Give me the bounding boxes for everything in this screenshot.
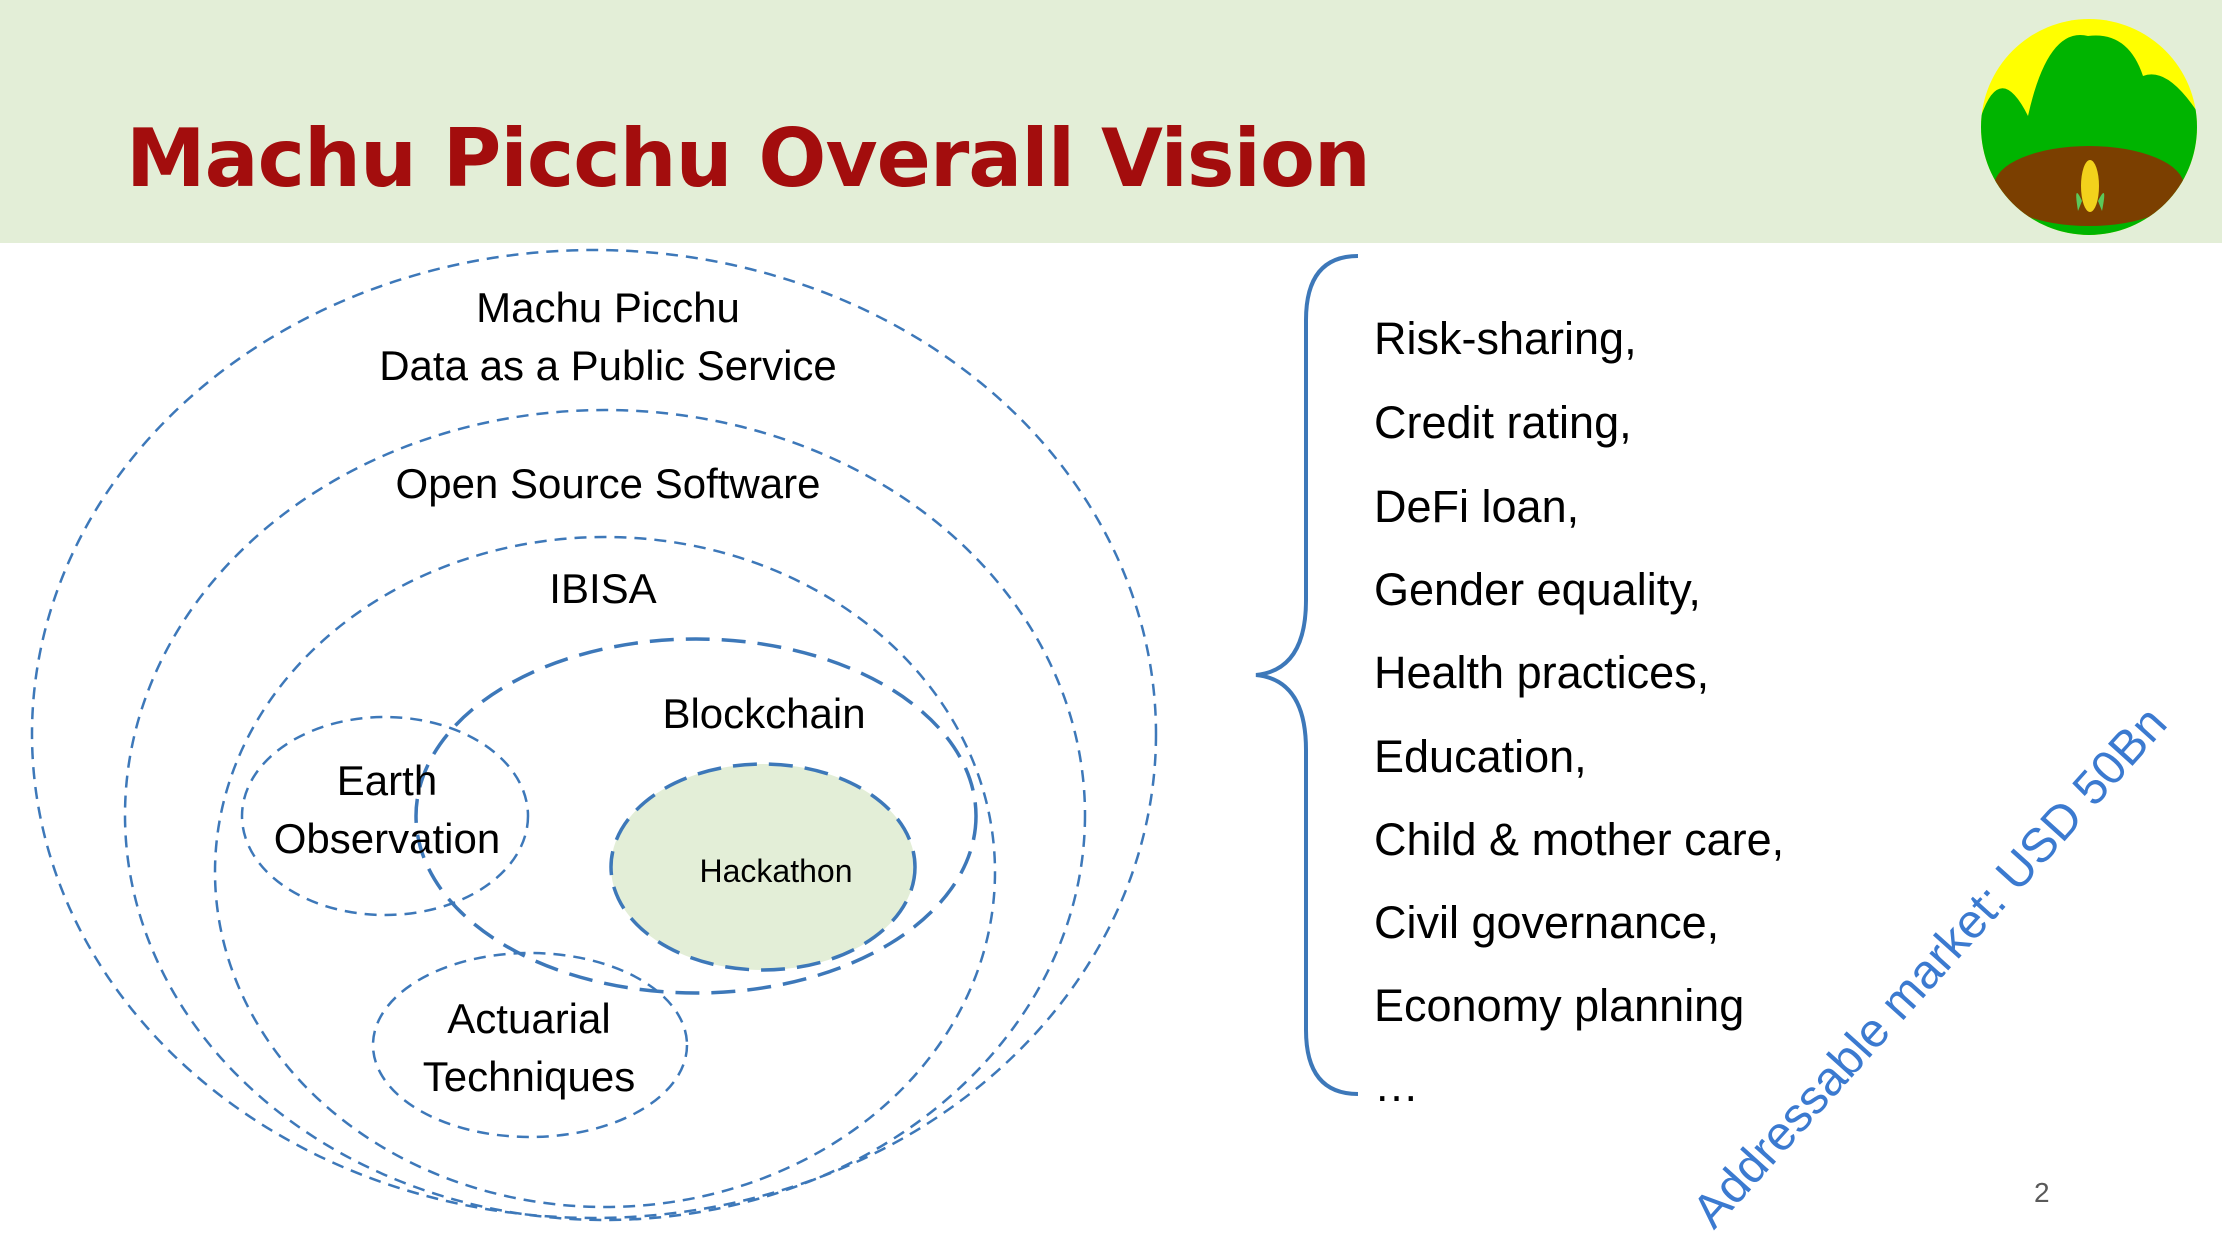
open-source-ellipse [123, 408, 1087, 1222]
outer-label-line2: Data as a Public Service [379, 342, 837, 389]
addressable-market-note: Addressable market: USD 50Bn [1682, 696, 2178, 1239]
vision-diagram: Machu Picchu Data as a Public Service Op… [30, 248, 1359, 1222]
list-item: DeFi loan, [1374, 481, 1580, 532]
earth-observation-ellipse [240, 715, 530, 917]
slide-header [0, 0, 2222, 243]
outer-label-line1: Machu Picchu [476, 284, 740, 331]
list-item: Credit rating, [1374, 397, 1632, 448]
page-number: 2 [2034, 1177, 2050, 1208]
actuarial-label-line2: Techniques [423, 1053, 635, 1100]
outer-ellipse [30, 248, 1158, 1220]
curly-brace-icon [1255, 254, 1359, 1096]
hackathon-label: Hackathon [700, 853, 853, 889]
blockchain-ellipse [414, 637, 978, 995]
list-item: Education, [1374, 731, 1587, 782]
green-hills-corn-logo-icon [1981, 19, 2197, 235]
list-item: Gender equality, [1374, 564, 1701, 615]
ibisa-ellipse [213, 535, 997, 1209]
open-source-label: Open Source Software [396, 460, 821, 507]
earth-label-line2: Observation [274, 815, 500, 862]
hackathon-ellipse [609, 762, 917, 972]
list-ellipsis: … [1374, 1060, 1419, 1111]
actuarial-label-line1: Actuarial [447, 995, 610, 1042]
list-item: Child & mother care, [1374, 814, 1785, 865]
earth-label-line1: Earth [337, 757, 437, 804]
ibisa-label: IBISA [549, 565, 656, 612]
list-item: Health practices, [1374, 647, 1710, 698]
blockchain-label: Blockchain [662, 690, 865, 737]
actuarial-ellipse [371, 951, 689, 1139]
slide-title: Machu Picchu Overall Vision [126, 112, 1371, 205]
list-item: Civil governance, [1374, 897, 1720, 948]
list-item: Risk-sharing, [1374, 313, 1637, 364]
list-item: Economy planning [1374, 980, 1745, 1031]
